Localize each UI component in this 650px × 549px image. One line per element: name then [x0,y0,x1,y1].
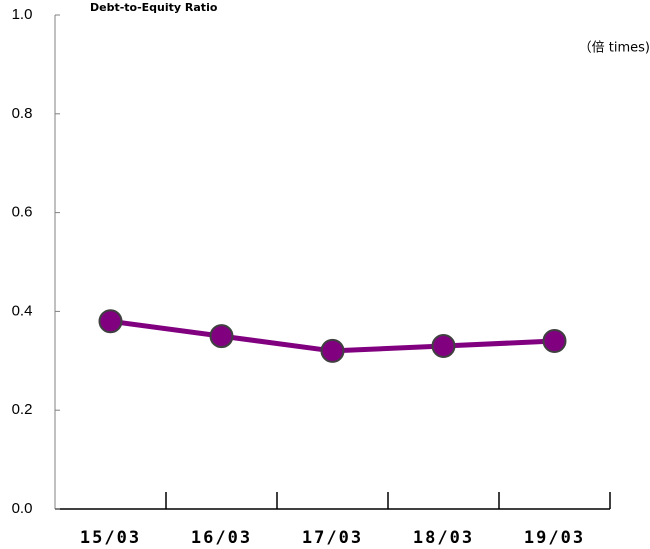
y-tick-label: 0.8 [12,105,33,122]
y-tick-label: 0.2 [12,401,33,418]
y-tick-label: 0.6 [12,204,33,221]
point [98,309,123,334]
x-tick-label: 18/03 [413,528,474,548]
unit-label: （倍 times) [579,41,650,56]
point [542,329,567,354]
point [431,333,456,358]
point [320,338,345,363]
x-tick-label: 16/03 [191,528,252,548]
chart-title: Debt-to-Equity Ratio [90,1,218,14]
y-tick-label: 0.0 [12,500,33,517]
x-tick-label: 17/03 [302,528,363,548]
point [209,324,234,349]
y-tick-label: 1.0 [12,6,33,23]
y-tick-label: 0.4 [12,302,33,319]
x-tick-label: 15/03 [80,528,141,548]
x-tick-label: 19/03 [524,528,585,548]
